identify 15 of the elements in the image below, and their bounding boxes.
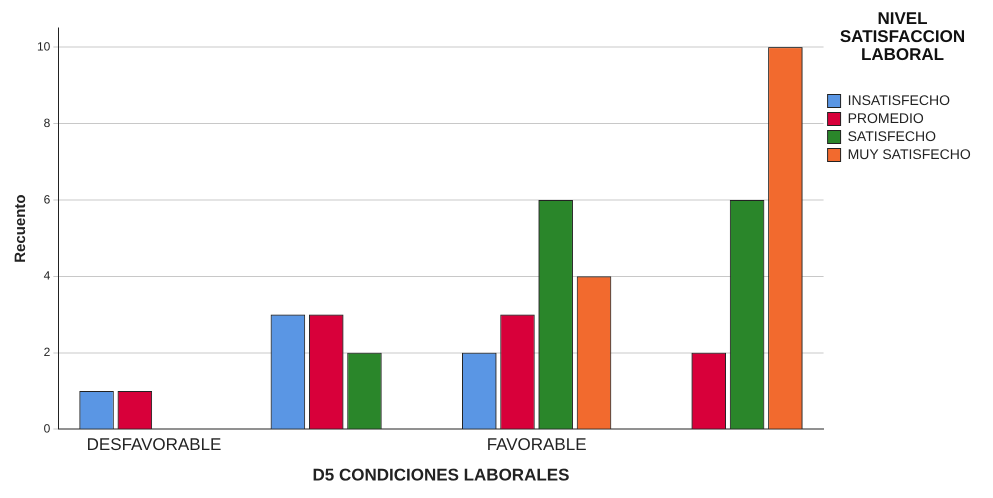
y-tick-label: 8 — [44, 116, 51, 130]
y-tick-label: 0 — [44, 422, 51, 436]
legend-label: SATISFECHO — [848, 128, 936, 144]
y-tick-label: 10 — [36, 39, 51, 54]
legend-label: MUY SATISFECHO — [848, 146, 971, 162]
y-tick-label: 2 — [44, 345, 51, 360]
x-tick-label: FAVORABLE — [486, 435, 587, 454]
legend-title: NIVEL SATISFACCION LABORAL — [838, 9, 966, 64]
y-axis-title: Recuento — [12, 194, 30, 263]
legend-label: PROMEDIO — [848, 110, 924, 126]
x-axis-title: D5 CONDICIONES LABORALES — [312, 465, 570, 484]
legend-label: INSATISFECHO — [848, 92, 950, 108]
y-tick-label: 6 — [44, 192, 51, 206]
x-tick-label: DESFAVORABLE — [86, 435, 222, 454]
y-tick-label: 4 — [44, 268, 51, 283]
